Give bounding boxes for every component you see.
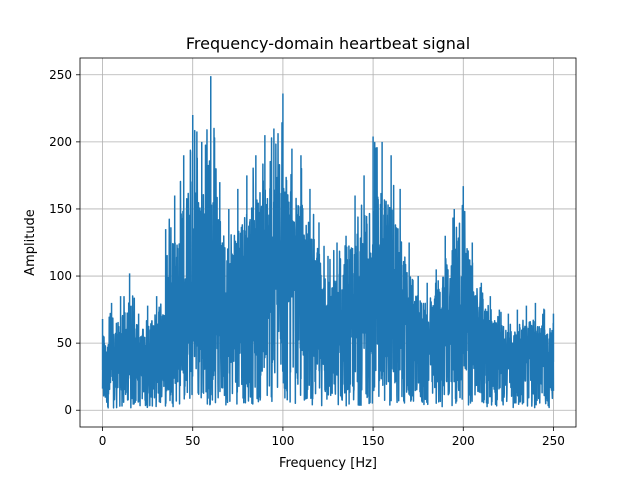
x-tick-label: 250 <box>542 434 565 448</box>
x-tick-label: 150 <box>362 434 385 448</box>
y-tick-label: 0 <box>64 403 72 417</box>
chart-title: Frequency-domain heartbeat signal <box>186 34 470 53</box>
x-tick-label: 0 <box>99 434 107 448</box>
series-line-amplitude <box>101 76 555 409</box>
axis-ticks: 0 50 100 150 200 250 0 50 100 150 200 250 <box>49 68 565 448</box>
y-tick-label: 50 <box>57 336 72 350</box>
x-axis-label: Frequency [Hz] <box>279 456 377 471</box>
y-axis-label: Amplitude <box>23 209 38 276</box>
y-tick-label: 100 <box>49 269 72 283</box>
y-tick-label: 200 <box>49 135 72 149</box>
x-tick-label: 50 <box>185 434 200 448</box>
y-tick-label: 250 <box>49 68 72 82</box>
axes-frame <box>79 57 577 428</box>
x-tick-label: 100 <box>271 434 294 448</box>
plot-area <box>101 76 555 409</box>
x-tick-label: 200 <box>452 434 475 448</box>
y-tick-label: 150 <box>49 202 72 216</box>
